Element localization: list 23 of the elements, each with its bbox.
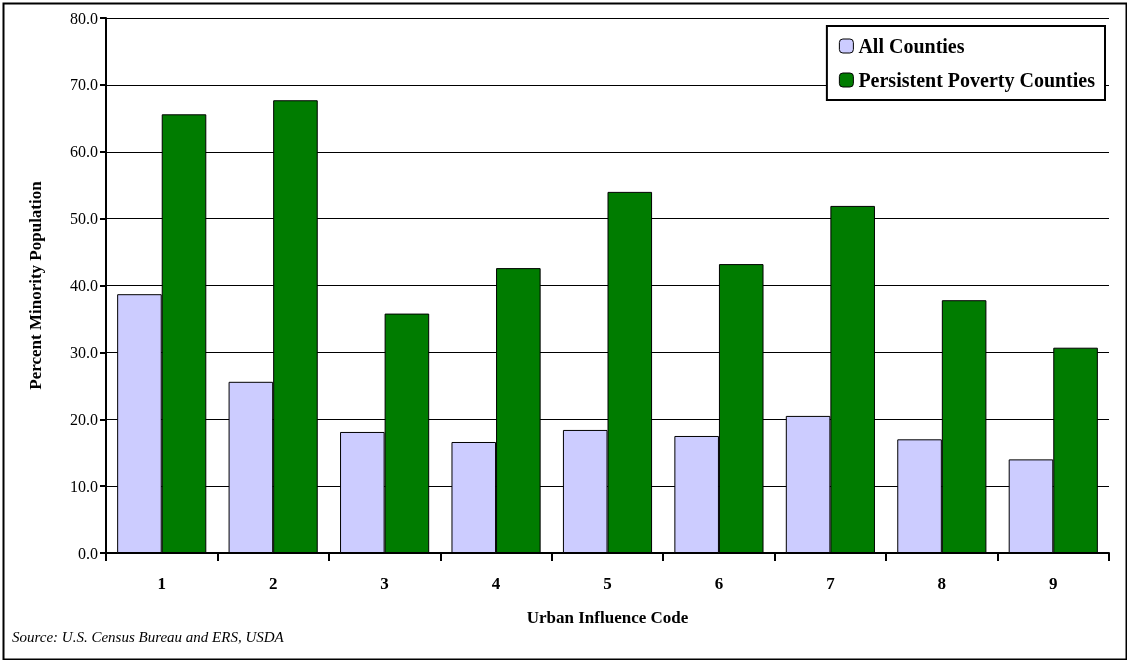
- legend-label: Persistent Poverty Counties: [858, 69, 1096, 92]
- x-tick-label: 1: [157, 574, 166, 593]
- x-tick-label: 5: [603, 574, 612, 593]
- x-tick-label: 3: [380, 574, 389, 593]
- y-tick-label: 20.0: [70, 410, 98, 428]
- y-axis-title: Percent Minority Population: [26, 180, 45, 390]
- y-tick-label: 40.0: [70, 277, 98, 294]
- x-tick-label: 6: [714, 574, 724, 593]
- x-tick-label: 7: [826, 574, 836, 593]
- y-tick-label: 60.0: [70, 143, 98, 161]
- x-tick-label: 2: [268, 574, 278, 593]
- x-axis-title: Urban Influence Code: [526, 608, 689, 627]
- x-tick-label: 4: [491, 574, 501, 593]
- y-tick-label: 10.0: [70, 477, 98, 495]
- y-tick-label: 70.0: [70, 76, 98, 94]
- y-tick-label: 30.0: [70, 343, 98, 361]
- y-tick-label: 50.0: [70, 210, 98, 228]
- y-tick-label: 0.0: [78, 544, 98, 562]
- x-tick-label: 8: [937, 574, 947, 593]
- source-note: Source: U.S. Census Bureau and ERS, USDA: [12, 628, 285, 645]
- legend-label: All Counties: [858, 35, 965, 57]
- x-tick-label: 9: [1049, 574, 1058, 593]
- y-tick-label: 80.0: [70, 9, 98, 27]
